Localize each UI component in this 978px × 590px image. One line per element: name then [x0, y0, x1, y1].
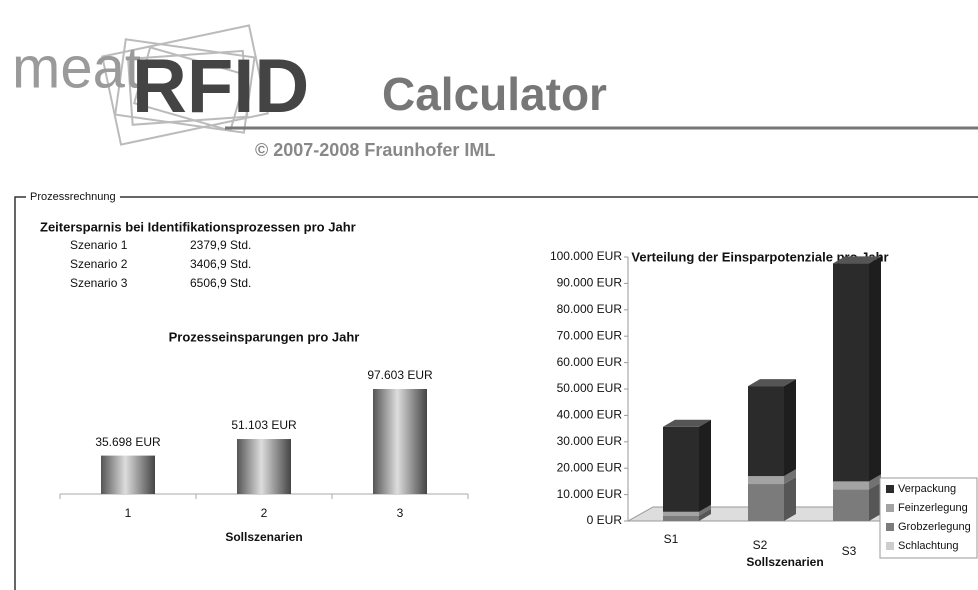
bar — [237, 439, 291, 494]
bar-segment — [748, 484, 784, 521]
logo-frames — [101, 24, 269, 146]
copyright: © 2007-2008 Fraunhofer IML — [255, 140, 495, 160]
value-label: 51.103 EUR — [231, 418, 297, 432]
y-tick-label: 90.000 EUR — [557, 276, 623, 290]
x-tick-label: S1 — [664, 532, 679, 546]
chart-title: Prozesseinsparungen pro Jahr — [169, 329, 360, 344]
legend-label: Feinzerlegung — [898, 502, 968, 514]
legend-swatch — [886, 542, 894, 550]
value-label: 35.698 EUR — [95, 435, 161, 449]
scenario-hours: 2379,9 Std. — [190, 238, 251, 252]
y-tick-label: 30.000 EUR — [557, 434, 623, 448]
bar-segment — [833, 263, 869, 482]
x-tick-label: 1 — [125, 506, 132, 520]
chart-title: Verteilung der Einsparpotenziale pro Jah… — [631, 249, 888, 264]
y-tick-label: 50.000 EUR — [557, 381, 623, 395]
legend-swatch — [886, 504, 894, 512]
bar-segment-side — [699, 504, 711, 516]
bar-segment-side — [869, 256, 881, 482]
product: Calculator — [382, 68, 607, 120]
bar-top — [833, 256, 881, 264]
legend-box — [879, 477, 978, 559]
x-axis-label: Sollszenarien — [225, 530, 302, 544]
bar-top — [748, 379, 796, 387]
y-tick-label: 10.000 EUR — [557, 487, 623, 501]
y-tick-label: 70.000 EUR — [557, 328, 623, 342]
bar — [101, 455, 155, 494]
scenario-name: Szenario 1 — [70, 238, 128, 252]
x-tick-label: 2 — [261, 506, 268, 520]
scenario-name: Szenario 2 — [70, 257, 128, 271]
y-tick-label: 0 EUR — [587, 513, 623, 527]
fieldset-border — [14, 196, 978, 590]
bar-segment-side — [699, 508, 711, 521]
bar — [373, 389, 427, 494]
value-label: 97.603 EUR — [367, 368, 433, 382]
bar-segment-side — [784, 469, 796, 485]
legend-swatch — [886, 523, 894, 531]
x-axis-label: Sollszenarien — [746, 555, 823, 569]
x-tick-label: 3 — [397, 506, 404, 520]
legend-label: Schlachtung — [898, 540, 959, 552]
time-title: Zeitersparnis bei Identifikationsprozess… — [40, 219, 356, 234]
legend-swatch — [886, 485, 894, 493]
bar-segment — [833, 481, 869, 490]
bar-segment-side — [699, 419, 711, 512]
legend-label: Verpackung — [898, 483, 956, 495]
bar-segment — [663, 426, 699, 512]
y-tick-label: 40.000 EUR — [557, 408, 623, 422]
bar-segment — [748, 476, 784, 485]
x-tick-label: S2 — [753, 538, 768, 552]
scenario-hours: 3406,9 Std. — [190, 257, 251, 271]
y-tick-label: 100.000 EUR — [550, 249, 622, 263]
brand-prefix: meat — [12, 35, 141, 100]
bar-segment — [833, 489, 869, 521]
bar-segment-side — [784, 379, 796, 477]
y-tick-label: 80.000 EUR — [557, 302, 623, 316]
bar-segment — [663, 511, 699, 516]
x-tick-label: S3 — [842, 544, 857, 558]
brand: RFID — [132, 44, 309, 129]
bar-top — [663, 419, 711, 427]
scenario-name: Szenario 3 — [70, 276, 128, 290]
fieldset-legend: Prozessrechnung — [30, 191, 116, 203]
scenario-hours: 6506,9 Std. — [190, 276, 251, 290]
bar-segment — [748, 386, 784, 477]
bar-segment-side — [869, 482, 881, 521]
y-tick-label: 60.000 EUR — [557, 355, 623, 369]
legend-bg — [26, 190, 120, 204]
bar-segment-side — [869, 474, 881, 490]
legend-label: Grobzerlegung — [898, 521, 971, 533]
bar-segment — [663, 515, 699, 521]
y-tick-label: 20.000 EUR — [557, 460, 623, 474]
bar-segment-side — [784, 477, 796, 521]
